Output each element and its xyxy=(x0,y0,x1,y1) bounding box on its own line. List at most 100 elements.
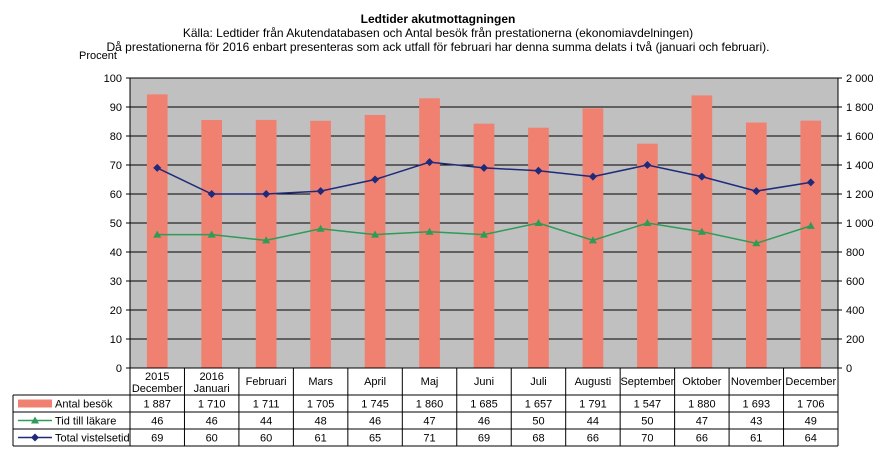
y2-tick-label: 2 000 xyxy=(846,73,874,85)
tid-till-lakare-point xyxy=(371,230,380,238)
table-cell-tid-till-lakare: 46 xyxy=(206,416,218,428)
bar xyxy=(364,114,386,368)
table-cell-total-vistelsetid: 60 xyxy=(206,433,218,445)
x-tick-label: Mars xyxy=(308,376,333,388)
y-tick-label: 100 xyxy=(104,73,122,85)
y2-tick-label: 1 000 xyxy=(846,218,874,230)
y-tick-label: 0 xyxy=(116,363,122,375)
y2-tick-label: 200 xyxy=(846,334,864,346)
legend-label-tid-till-lakare: Tid till läkare xyxy=(55,416,116,428)
table-cell-tid-till-lakare: 44 xyxy=(260,416,272,428)
x-tick-label: November xyxy=(731,376,782,388)
table-cell-antal-besok: 1 887 xyxy=(143,399,171,411)
table-cell-antal-besok: 1 657 xyxy=(525,399,553,411)
table-cell-tid-till-lakare: 47 xyxy=(423,416,435,428)
total-vistelsetid-point xyxy=(806,178,815,187)
table-cell-total-vistelsetid: 71 xyxy=(423,433,435,445)
total-vistelsetid-point xyxy=(534,166,543,175)
bar xyxy=(528,127,549,368)
table-cell-total-vistelsetid: 65 xyxy=(369,433,381,445)
tid-till-lakare-point xyxy=(207,230,216,238)
tid-till-lakare-point xyxy=(806,221,815,229)
tid-till-lakare-point xyxy=(752,239,761,247)
x-tick-label: 2016 xyxy=(199,371,223,383)
legend-label-antal-besok: Antal besök xyxy=(55,399,113,411)
legend-label-total-vistelsetid: Total vistelsetid xyxy=(55,433,130,445)
table-cell-antal-besok: 1 693 xyxy=(743,399,771,411)
tid-till-lakare-point xyxy=(534,219,543,226)
y2-tick-label: 1 800 xyxy=(846,102,874,114)
y2-tick-label: 400 xyxy=(846,305,864,317)
table-cell-antal-besok: 1 791 xyxy=(579,399,607,411)
table-cell-tid-till-lakare: 49 xyxy=(805,416,817,428)
legend-marker-tid-till-lakare xyxy=(31,416,39,424)
bar xyxy=(800,120,822,368)
legend-marker-total-vistelsetid xyxy=(31,433,39,442)
legend-key-antal-besok xyxy=(18,399,52,408)
table-cell-total-vistelsetid: 68 xyxy=(532,433,544,445)
x-tick-label: 2015 xyxy=(145,371,169,383)
y-tick-label: 40 xyxy=(110,247,122,259)
y2-tick-label: 1 200 xyxy=(846,189,874,201)
total-vistelsetid-point xyxy=(262,190,271,198)
x-tick-label: Juli xyxy=(530,376,547,388)
total-vistelsetid-point xyxy=(697,172,706,181)
total-vistelsetid-point xyxy=(643,161,652,169)
bar xyxy=(473,123,495,368)
tid-till-lakare-point xyxy=(316,224,325,232)
x-tick-label: Augusti xyxy=(575,376,612,388)
total-vistelsetid-point xyxy=(371,175,380,184)
table-cell-total-vistelsetid: 69 xyxy=(151,433,163,445)
x-tick-label: April xyxy=(364,376,386,388)
tid-till-lakare-point xyxy=(153,230,162,238)
x-tick-label: Juni xyxy=(474,376,494,388)
table-cell-tid-till-lakare: 50 xyxy=(641,416,653,428)
y-axis-label: Procent xyxy=(79,50,117,62)
total-vistelsetid-point xyxy=(316,187,325,196)
table-cell-antal-besok: 1 547 xyxy=(634,399,662,411)
table-cell-total-vistelsetid: 70 xyxy=(641,433,653,445)
y-tick-label: 50 xyxy=(110,218,122,230)
x-tick-label: December xyxy=(785,376,836,388)
table-cell-tid-till-lakare: 43 xyxy=(750,416,762,428)
table-cell-tid-till-lakare: 46 xyxy=(478,416,490,428)
y2-tick-label: 1 400 xyxy=(846,160,874,172)
total-vistelsetid-point xyxy=(480,163,488,172)
x-tick-label: December xyxy=(132,383,183,395)
tid-till-lakare-point xyxy=(425,227,434,235)
bar xyxy=(637,143,658,368)
y2-tick-label: 1 600 xyxy=(846,131,874,143)
bar xyxy=(201,120,223,368)
y2-tick-label: 0 xyxy=(846,363,852,375)
table-cell-antal-besok: 1 880 xyxy=(688,399,716,411)
y-tick-label: 80 xyxy=(110,131,122,143)
y2-tick-label: 600 xyxy=(846,276,864,288)
tid-till-lakare-point xyxy=(480,230,488,238)
chart-subtitle-note: Då prestationerna för 2016 enbart presen… xyxy=(106,40,770,54)
y-tick-label: 20 xyxy=(110,305,122,317)
total-vistelsetid-point xyxy=(752,187,761,196)
y-tick-label: 30 xyxy=(110,276,122,288)
table-cell-total-vistelsetid: 60 xyxy=(260,433,272,445)
x-tick-label: Januari xyxy=(194,383,230,395)
table-cell-antal-besok: 1 710 xyxy=(198,399,226,411)
table-cell-tid-till-lakare: 47 xyxy=(696,416,708,428)
y-tick-label: 90 xyxy=(110,102,122,114)
bar xyxy=(310,120,331,369)
chart-title: Ledtider akutmottagningen xyxy=(360,12,516,26)
y-tick-label: 10 xyxy=(110,334,122,346)
tid-till-lakare-point xyxy=(643,219,652,226)
table-cell-total-vistelsetid: 66 xyxy=(587,433,599,445)
table-cell-antal-besok: 1 685 xyxy=(470,399,498,411)
x-tick-label: Maj xyxy=(421,376,439,388)
table-cell-antal-besok: 1 706 xyxy=(797,399,825,411)
total-vistelsetid-point xyxy=(207,190,216,198)
table-cell-total-vistelsetid: 61 xyxy=(314,433,326,445)
tid-till-lakare-point xyxy=(588,236,597,244)
table-cell-tid-till-lakare: 44 xyxy=(587,416,599,428)
x-tick-label: Februari xyxy=(246,376,287,388)
table-cell-total-vistelsetid: 61 xyxy=(750,433,762,445)
table-cell-total-vistelsetid: 66 xyxy=(696,433,708,445)
table-cell-antal-besok: 1 745 xyxy=(361,399,389,411)
